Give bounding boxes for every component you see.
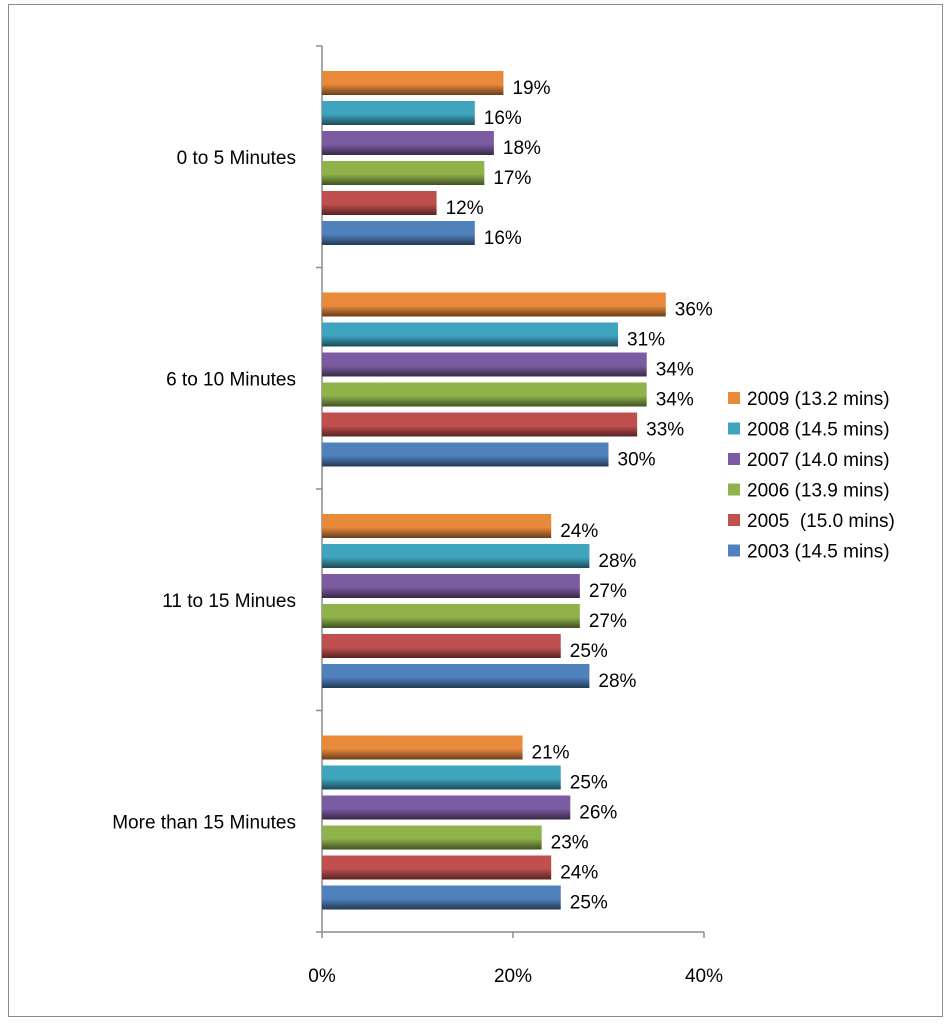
- data-label: 19%: [512, 78, 550, 99]
- data-label: 36%: [675, 300, 713, 321]
- bar-11-to-15-minues-2006: [322, 604, 580, 628]
- legend-label: 2005 (15.0 mins): [747, 511, 895, 532]
- data-label: 25%: [570, 641, 608, 662]
- legend-swatch: [728, 484, 740, 496]
- data-label: 23%: [551, 833, 589, 854]
- data-label: 30%: [618, 450, 656, 471]
- data-label: 18%: [503, 138, 541, 159]
- data-label: 28%: [598, 551, 636, 572]
- bar-0-to-5-minutes-2009: [322, 71, 503, 95]
- bar-11-to-15-minues-2007: [322, 574, 580, 598]
- bar-0-to-5-minutes-2005: [322, 191, 437, 215]
- legend-swatch: [728, 392, 740, 404]
- bar-more-than-15-minutes-2007: [322, 796, 570, 820]
- legend-label: 2009 (13.2 mins): [747, 389, 890, 410]
- bar-more-than-15-minutes-2003: [322, 886, 561, 910]
- bar-6-to-10-minutes-2007: [322, 353, 647, 377]
- legend-swatch: [728, 423, 740, 435]
- bar-0-to-5-minutes-2006: [322, 161, 484, 185]
- data-label: 17%: [493, 168, 531, 189]
- data-label: 16%: [484, 228, 522, 249]
- data-label: 25%: [570, 893, 608, 914]
- x-tick-label: 0%: [308, 966, 336, 987]
- bar-0-to-5-minutes-2003: [322, 221, 475, 245]
- data-label: 21%: [532, 743, 570, 764]
- x-tick-label: 40%: [685, 966, 723, 987]
- data-label: 26%: [579, 803, 617, 824]
- legend-label: 2003 (14.5 mins): [747, 542, 890, 563]
- bar-more-than-15-minutes-2006: [322, 826, 542, 850]
- data-label: 33%: [646, 420, 684, 441]
- data-label: 16%: [484, 108, 522, 129]
- bar-6-to-10-minutes-2009: [322, 293, 666, 317]
- data-label: 31%: [627, 330, 665, 351]
- bar-6-to-10-minutes-2005: [322, 413, 637, 437]
- data-label: 24%: [560, 521, 598, 542]
- legend-swatch: [728, 545, 740, 557]
- data-label: 28%: [598, 671, 636, 692]
- bar-0-to-5-minutes-2008: [322, 101, 475, 125]
- bar-6-to-10-minutes-2006: [322, 383, 647, 407]
- legend-swatch: [728, 453, 740, 465]
- data-label: 34%: [656, 390, 694, 411]
- bar-11-to-15-minues-2003: [322, 664, 589, 688]
- data-label: 25%: [570, 773, 608, 794]
- chart-legend: 2009 (13.2 mins) 2008 (14.5 mins) 2007 (14…: [728, 389, 895, 563]
- bar-more-than-15-minutes-2009: [322, 736, 523, 760]
- bar-11-to-15-minues-2009: [322, 514, 551, 538]
- category-label-11-to-15-minues: 11 to 15 Minues: [162, 591, 296, 612]
- category-label-0-to-5-minutes: 0 to 5 Minutes: [177, 148, 296, 169]
- x-tick-label: 20%: [494, 966, 532, 987]
- category-label-more-than-15-minutes: More than 15 Minutes: [112, 812, 296, 833]
- data-label: 27%: [589, 611, 627, 632]
- legend-label: 2008 (14.5 mins): [747, 420, 890, 441]
- bar-6-to-10-minutes-2003: [322, 443, 609, 467]
- bar-more-than-15-minutes-2005: [322, 856, 551, 880]
- data-label: 12%: [446, 198, 484, 219]
- chart-bars: [322, 71, 666, 910]
- bar-11-to-15-minues-2008: [322, 544, 589, 568]
- legend-label: 2006 (13.9 mins): [747, 481, 890, 502]
- bar-11-to-15-minues-2005: [322, 634, 561, 658]
- category-label-6-to-10-minutes: 6 to 10 Minutes: [166, 369, 296, 390]
- bar-more-than-15-minutes-2008: [322, 766, 561, 790]
- bar-6-to-10-minutes-2008: [322, 323, 618, 347]
- legend-swatch: [728, 514, 740, 526]
- bar-0-to-5-minutes-2007: [322, 131, 494, 155]
- data-label: 27%: [589, 581, 627, 602]
- data-label: 34%: [656, 360, 694, 381]
- legend-label: 2007 (14.0 mins): [747, 450, 890, 471]
- data-label: 24%: [560, 863, 598, 884]
